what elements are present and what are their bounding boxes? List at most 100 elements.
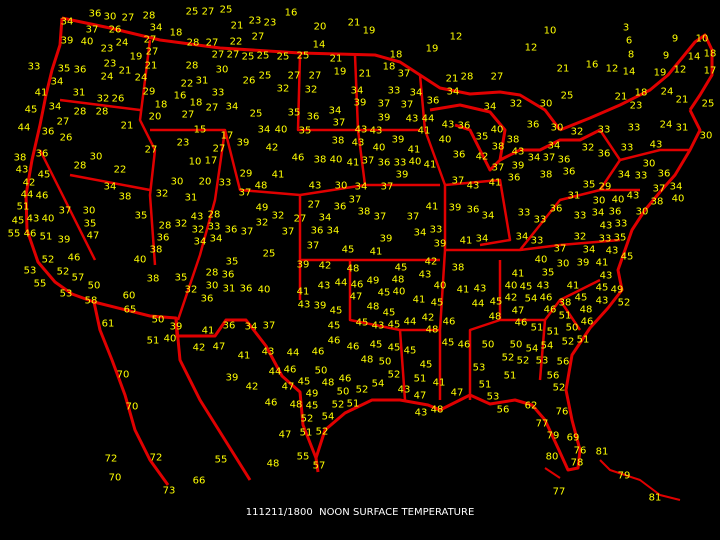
- temperature-reading: 56: [557, 357, 570, 368]
- temperature-reading: 50: [482, 340, 495, 351]
- temperature-reading: 41: [35, 88, 48, 99]
- temperature-reading: 40: [81, 37, 94, 48]
- temperature-reading: 38: [492, 142, 505, 153]
- temperature-reading: 18: [390, 50, 403, 61]
- temperature-reading: 38: [559, 298, 572, 309]
- temperature-reading: 80: [546, 452, 559, 463]
- temperature-reading: 3: [623, 23, 629, 34]
- temperature-reading: 36: [42, 127, 55, 138]
- temperature-reading: 34: [355, 182, 368, 193]
- temperature-reading: 43: [650, 140, 663, 151]
- temperature-reading: 34: [351, 86, 364, 97]
- temperature-reading: 30: [643, 159, 656, 170]
- temperature-reading: 47: [279, 430, 292, 441]
- temperature-reading: 9: [663, 51, 669, 62]
- temperature-reading: 34: [528, 153, 541, 164]
- temperature-reading: 37: [241, 227, 254, 238]
- temperature-reading: 54: [372, 379, 385, 390]
- temperature-reading: 50: [88, 281, 101, 292]
- temperature-reading: 45: [298, 377, 311, 388]
- temperature-reading: 40: [434, 281, 447, 292]
- temperature-reading: 24: [660, 120, 673, 131]
- temperature-reading: 38: [14, 153, 27, 164]
- temperature-reading: 27: [206, 38, 219, 49]
- temperature-reading: 37: [86, 25, 99, 36]
- temperature-reading: 32: [97, 94, 110, 105]
- temperature-reading: 26: [243, 76, 256, 87]
- temperature-reading: 40: [505, 281, 518, 292]
- temperature-reading: 32: [156, 189, 169, 200]
- temperature-reading: 39: [434, 239, 447, 250]
- temperature-reading: 20: [314, 22, 327, 33]
- temperature-reading: 81: [649, 493, 662, 504]
- temperature-reading: 33: [615, 219, 628, 230]
- temperature-reading: 34: [583, 245, 596, 256]
- temperature-reading: 30: [83, 206, 96, 217]
- temperature-reading: 51: [531, 323, 544, 334]
- temperature-reading: 21: [330, 54, 343, 65]
- temperature-reading: 33: [388, 86, 401, 97]
- temperature-reading: 27: [122, 13, 135, 24]
- temperature-reading: 39: [297, 260, 310, 271]
- temperature-reading: 32: [571, 127, 584, 138]
- temperature-reading: 20: [199, 177, 212, 188]
- temperature-reading: 46: [544, 305, 557, 316]
- temperature-reading: 38: [314, 155, 327, 166]
- temperature-reading: 43: [298, 300, 311, 311]
- temperature-reading: 28: [74, 161, 87, 172]
- temperature-reading: 28: [206, 268, 219, 279]
- temperature-reading: 38: [147, 274, 160, 285]
- temperature-reading: 14: [313, 40, 326, 51]
- temperature-reading: 48: [361, 355, 374, 366]
- temperature-reading: 41: [272, 170, 285, 181]
- temperature-reading: 48: [426, 325, 439, 336]
- northern-border: [61, 16, 562, 131]
- temperature-reading: 52: [356, 385, 369, 396]
- temperature-reading: 37: [307, 241, 320, 252]
- temperature-reading: 21: [359, 69, 372, 80]
- temperature-reading: 31: [676, 123, 689, 134]
- temperature-reading: 81: [596, 447, 609, 458]
- temperature-reading: 33: [598, 125, 611, 136]
- temperature-reading: 54: [322, 412, 335, 423]
- temperature-reading: 17: [205, 156, 218, 167]
- northeast-border: [559, 33, 714, 132]
- temperature-reading: 38: [332, 136, 345, 147]
- temperature-reading: 30: [171, 177, 184, 188]
- temperature-reading: 45: [383, 308, 396, 319]
- temperature-reading: 26: [112, 94, 125, 105]
- temperature-reading: 42: [476, 152, 489, 163]
- temperature-reading: 51: [559, 311, 572, 322]
- temperature-reading: 39: [226, 373, 239, 384]
- temperature-reading: 32: [582, 143, 595, 154]
- temperature-reading: 34: [258, 125, 271, 136]
- temperature-reading: 43: [415, 408, 428, 419]
- temperature-reading: 32: [305, 85, 318, 96]
- temperature-reading: 50: [315, 366, 328, 377]
- temperature-reading: 39: [378, 113, 391, 124]
- temperature-reading: 43: [600, 271, 613, 282]
- temperature-reading: 45: [342, 245, 355, 256]
- temperature-reading: 27: [57, 117, 70, 128]
- temperature-reading: 79: [547, 431, 560, 442]
- temperature-reading: 34: [329, 106, 342, 117]
- temperature-reading: 23: [630, 101, 643, 112]
- temperature-reading: 27: [227, 50, 240, 61]
- temperature-reading: 37: [492, 163, 505, 174]
- boundary-lines: [24, 16, 714, 501]
- temperature-reading: 34: [194, 237, 207, 248]
- temperature-reading: 27: [213, 144, 226, 155]
- temperature-reading: 35: [84, 219, 97, 230]
- temperature-reading: 30: [90, 152, 103, 163]
- temperature-reading: 38: [150, 245, 163, 256]
- mexico-border: [93, 300, 318, 459]
- temperature-reading: 22: [181, 79, 194, 90]
- temperature-reading: 43: [419, 270, 432, 281]
- temperature-reading: 39: [577, 258, 590, 269]
- temperature-reading: 43: [372, 321, 385, 332]
- temperature-reading: 41: [370, 247, 383, 258]
- temperature-reading: 70: [109, 473, 122, 484]
- temperature-reading: 37: [378, 99, 391, 110]
- temperature-reading: 45: [596, 283, 609, 294]
- temperature-reading: 43: [309, 181, 322, 192]
